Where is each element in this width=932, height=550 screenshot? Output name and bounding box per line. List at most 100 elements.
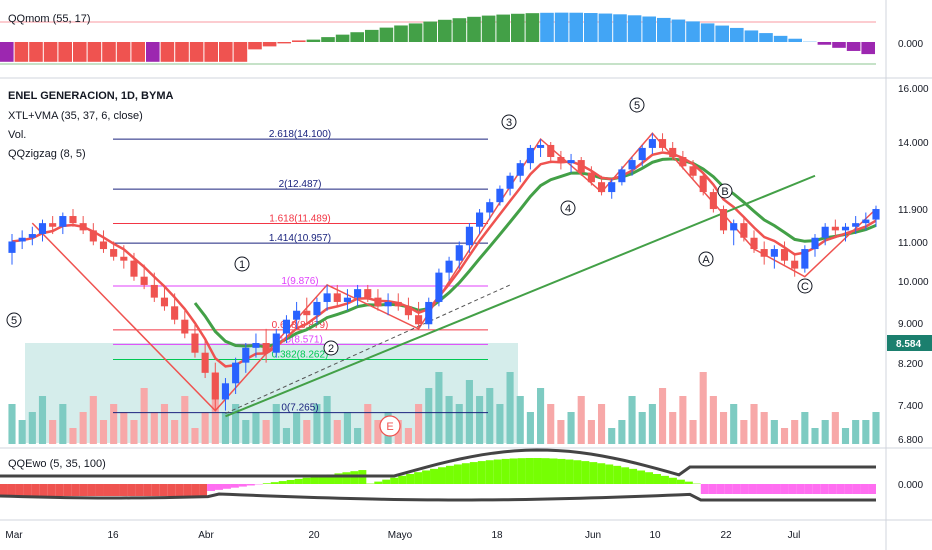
qqewo-bar [509,458,518,484]
volume-bar [455,404,463,444]
volume-bar [69,428,77,444]
earnings-event-label[interactable]: E [386,421,393,433]
price-axis-label: 7.400 [898,401,923,412]
qqmom-bar [700,23,715,42]
qqewo-bar [597,463,606,484]
volume-bar [597,404,606,444]
dashed-trend-line[interactable] [225,284,511,414]
qqmom-bar [759,33,773,42]
price-axis-label: 6.800 [898,435,923,446]
volume-bar [618,420,626,444]
qqewo-bar [286,479,295,484]
time-axis-label: Mayo [388,530,413,541]
volume-bar [760,412,768,444]
last-price-tag: 8.584 [896,339,921,350]
qqewo-bar [525,458,534,484]
qqewo-bar [294,478,303,484]
vma-line[interactable] [193,157,877,349]
qqmom-bar [233,42,248,62]
wave-label: B [721,186,728,198]
qqewo-bar [143,484,152,496]
wave-label-circle [323,340,339,356]
candle-body [282,319,291,334]
qqmom-bar [613,14,627,43]
candle-body [18,237,26,242]
volume-bar [557,420,565,444]
qqewo-bar [47,484,56,496]
qqewo-lower-line [0,492,876,502]
qqmom-bar [292,40,306,42]
candle-body [415,315,423,325]
trend-line[interactable] [225,174,816,418]
candle-body [862,219,870,224]
qqmom-title[interactable]: QQmom (55, 17) [8,13,91,25]
volume-bar [343,412,351,444]
qqewo-bar [438,467,446,484]
qqewo-bar [31,484,40,496]
volume-bar [628,396,636,444]
qqewo-pane [0,448,876,502]
qqmom-bar [671,19,686,42]
candle-body [201,352,209,373]
candle-body [364,289,372,298]
qqmom-bar [584,13,598,43]
qqewo-bar [278,481,287,484]
qqmom-bar [146,42,160,62]
indicator-zigzag-title[interactable]: QQzigzag (8, 5) [8,148,86,160]
last-price-tag-bg [887,335,932,351]
candle-body [506,175,514,189]
volume-bar [120,412,128,444]
candle-body [160,297,169,307]
earnings-event-marker[interactable] [379,415,401,437]
volume-bar [587,420,595,444]
candle-body [191,333,199,353]
qqmom-bar [408,23,423,42]
volume-bar [425,388,433,444]
fib-level-label: 0.382(8.262) [272,350,329,361]
qqewo-bar [788,484,797,494]
symbol-title[interactable]: ENEL GENERACION, 1D, BYMA [8,90,173,102]
candle-body [709,192,717,210]
candle-body [262,343,270,353]
qqewo-bar [565,459,574,484]
volume-bar [181,396,189,444]
qqmom-bar [423,21,437,42]
qqewo-bar [740,484,749,494]
qqewo-bar [804,484,813,494]
qqewo-bar [772,484,781,494]
candle-body [445,260,453,273]
candle-body [49,223,57,227]
qqewo-bar [230,484,239,488]
qqmom-bar [525,13,540,42]
indicator-vol-title[interactable]: Vol. [8,129,26,141]
qqewo-bar [151,484,160,496]
qqewo-bar [55,484,64,496]
volume-bar [28,412,36,444]
volume-bar [110,404,118,444]
qqmom-bar [277,42,291,44]
qqewo-title[interactable]: QQEwo (5, 35, 100) [8,458,106,470]
volume-bar [445,396,453,444]
candle-body [323,293,331,302]
candle-body [69,216,77,224]
qqewo-bar [653,474,661,484]
price-axis-label: 11.900 [898,205,928,216]
candle-body [577,160,585,173]
volume-bar [8,404,16,444]
volume-bar [415,404,423,444]
qqewo-bar [541,458,550,484]
indicator-xtl-title[interactable]: XTL+VMA (35, 37, 6, close) [8,110,143,122]
qqmom-bar [131,42,145,62]
qqmom-bar [306,39,321,42]
volume-bar [506,372,514,444]
volume-bar [171,420,179,444]
qqmom-bar [438,19,452,42]
candle-body [394,301,402,307]
qqewo-bar [613,465,622,484]
qqewo-bar [39,484,48,496]
candle-body [841,226,850,231]
qqmom-bar [773,35,788,42]
volume-bar [313,404,321,444]
wave-label: A [702,254,710,266]
